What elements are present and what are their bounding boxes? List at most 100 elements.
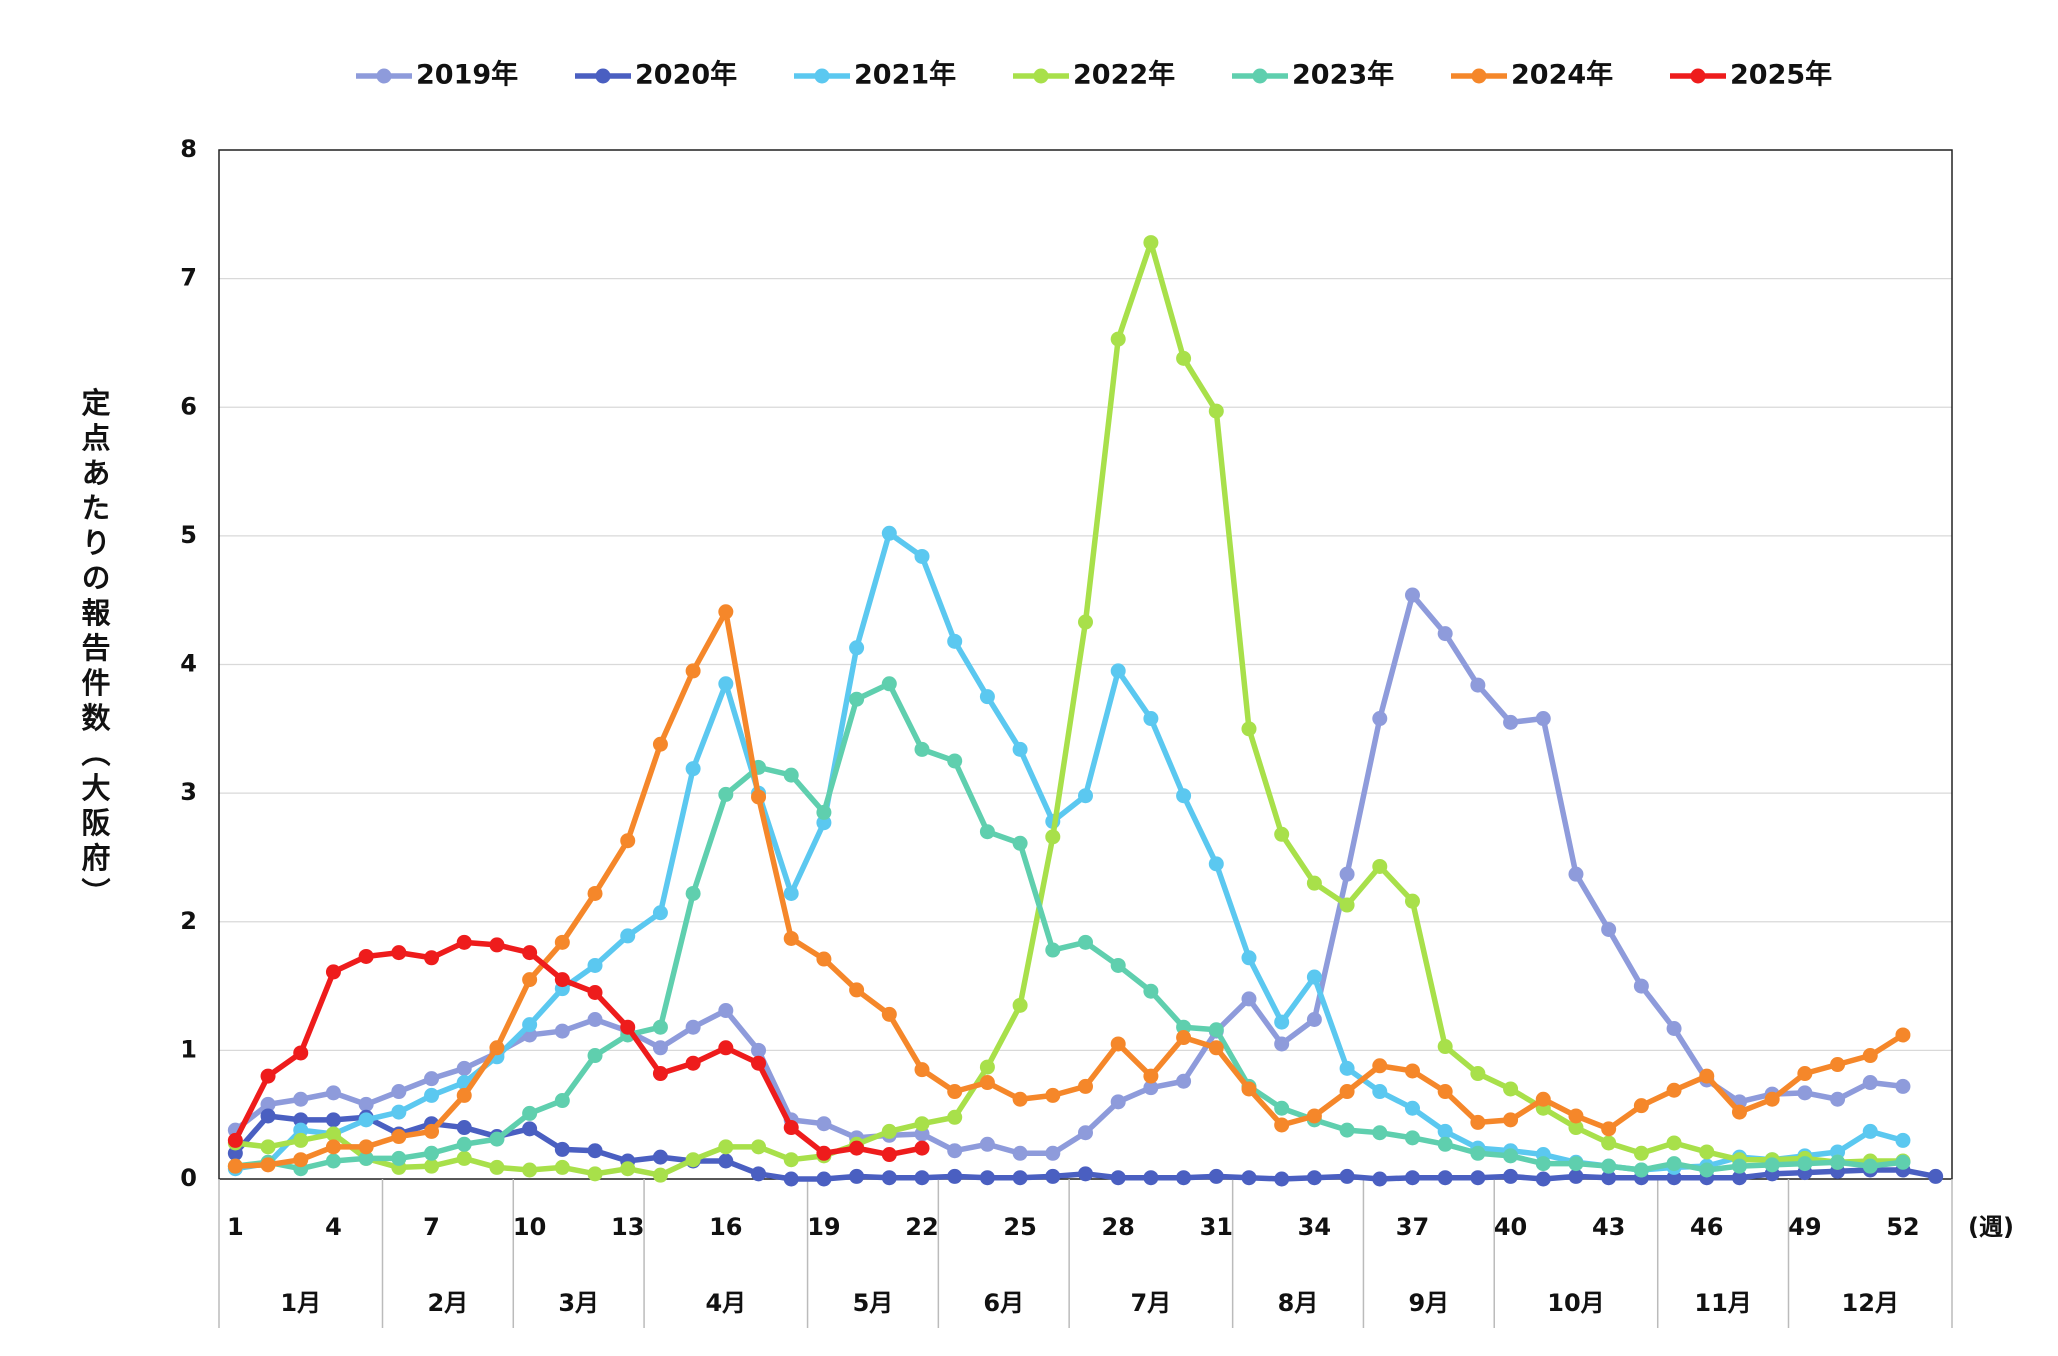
data-point	[783, 767, 799, 783]
x-tick-label: 25	[1003, 1213, 1036, 1241]
data-point	[587, 957, 603, 973]
data-point	[947, 633, 963, 649]
data-point	[783, 885, 799, 901]
data-point	[424, 1123, 440, 1139]
data-point	[979, 1059, 995, 1075]
data-point	[293, 1132, 309, 1148]
data-point	[1601, 1135, 1617, 1151]
data-point	[391, 1150, 407, 1166]
data-point	[1372, 711, 1388, 727]
data-point	[522, 1121, 538, 1137]
data-point	[1666, 1135, 1682, 1151]
data-point	[1797, 1085, 1813, 1101]
data-point	[1830, 1091, 1846, 1107]
data-point	[587, 1012, 603, 1028]
data-point	[1568, 1156, 1584, 1172]
data-point	[1470, 1170, 1486, 1186]
data-point	[456, 1136, 472, 1152]
data-point	[979, 824, 995, 840]
legend-label: 2019年	[416, 59, 518, 91]
series-line	[235, 239, 1903, 1178]
y-tick-label: 4	[180, 650, 197, 678]
y-tick-label: 6	[180, 392, 197, 420]
data-point	[1306, 969, 1322, 985]
data-point	[849, 1168, 865, 1184]
y-axis-label: 定点あたりの報告件数（大阪府）	[77, 386, 111, 912]
month-label: 11月	[1694, 1289, 1751, 1317]
data-point	[1503, 714, 1519, 730]
data-point	[587, 1143, 603, 1159]
series-line	[232, 939, 923, 1158]
data-point	[685, 761, 701, 777]
month-label: 6月	[983, 1289, 1024, 1317]
legend-marker	[1033, 68, 1049, 84]
data-point	[1176, 1170, 1192, 1186]
data-point	[914, 1170, 930, 1186]
data-point	[1143, 1170, 1159, 1186]
data-point	[881, 1170, 897, 1186]
data-point	[620, 833, 636, 849]
y-tick-label: 1	[180, 1035, 197, 1063]
data-point	[227, 1132, 243, 1148]
data-point	[1110, 1170, 1126, 1186]
legend-label: 2023年	[1292, 59, 1394, 91]
data-point	[1241, 950, 1257, 966]
data-point	[1176, 1030, 1192, 1046]
data-point	[652, 1019, 668, 1035]
x-tick-label: 49	[1788, 1213, 1821, 1241]
data-point	[1306, 875, 1322, 891]
data-point	[1176, 1019, 1192, 1035]
data-point	[1339, 1084, 1355, 1100]
legend-marker	[1471, 68, 1487, 84]
data-point	[1503, 1112, 1519, 1128]
data-point	[1404, 1063, 1420, 1079]
data-point	[881, 525, 897, 541]
data-point	[685, 1055, 701, 1071]
data-point	[718, 786, 734, 802]
month-label: 1月	[280, 1289, 321, 1317]
data-point	[1208, 856, 1224, 872]
x-tick-label: 19	[807, 1213, 840, 1241]
data-point	[358, 948, 374, 964]
data-point	[1241, 991, 1257, 1007]
data-point	[587, 885, 603, 901]
data-point	[1470, 1066, 1486, 1082]
data-point	[1633, 1162, 1649, 1178]
data-point	[489, 1131, 505, 1147]
month-label: 4月	[705, 1289, 746, 1317]
data-point	[979, 689, 995, 705]
y-tick-label: 3	[180, 778, 197, 806]
data-point	[1437, 1136, 1453, 1152]
data-point	[260, 1139, 276, 1155]
data-point	[456, 1087, 472, 1103]
data-point	[652, 1040, 668, 1056]
data-point	[554, 1159, 570, 1175]
x-tick-label: 13	[611, 1213, 644, 1241]
data-point	[1633, 1098, 1649, 1114]
data-point	[1797, 1156, 1813, 1172]
data-point	[816, 815, 832, 831]
data-point	[914, 741, 930, 757]
data-point	[718, 1139, 734, 1155]
data-point	[1895, 1027, 1911, 1043]
data-point	[1404, 1130, 1420, 1146]
data-point	[522, 972, 538, 988]
data-point	[1078, 1125, 1093, 1141]
data-point	[620, 928, 636, 944]
data-point	[1568, 866, 1584, 882]
data-point	[1078, 614, 1093, 630]
data-point	[260, 1096, 276, 1112]
data-point	[489, 1040, 505, 1056]
data-point	[325, 964, 341, 980]
data-point	[1241, 721, 1257, 737]
data-point	[1143, 235, 1159, 251]
data-point	[1012, 1145, 1028, 1161]
data-point	[652, 1167, 668, 1183]
legend-label: 2025年	[1730, 59, 1832, 91]
month-label: 8月	[1278, 1289, 1319, 1317]
data-point	[1045, 1087, 1061, 1103]
data-point	[947, 1143, 963, 1159]
data-point	[620, 1161, 636, 1177]
series-line	[234, 530, 1904, 1173]
